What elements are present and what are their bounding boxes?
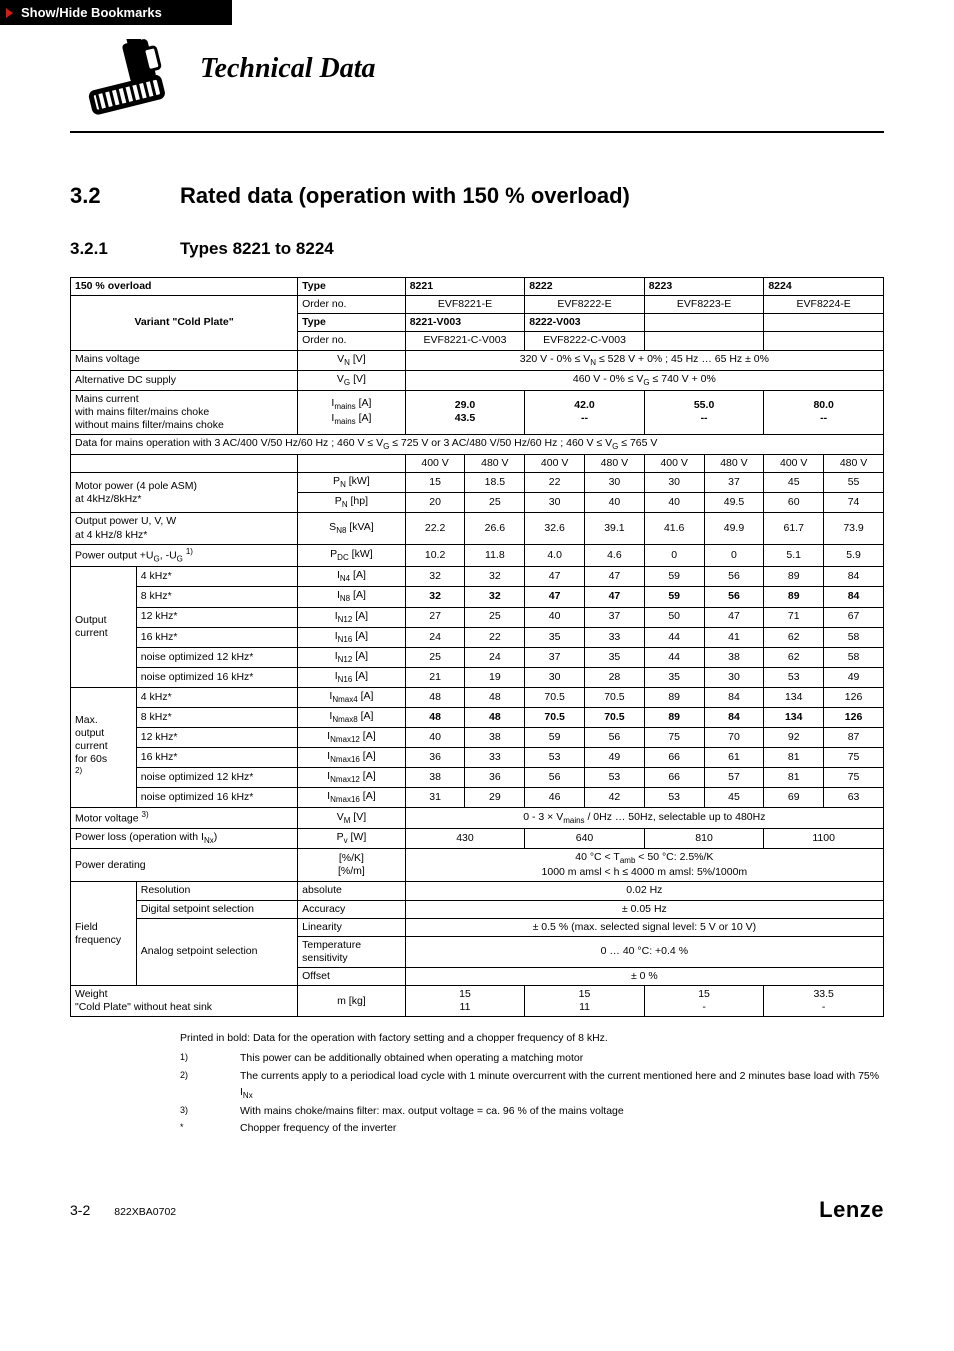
footnote: * Chopper frequency of the inverter (180, 1121, 884, 1137)
footnote-text: The currents apply to a periodical load … (240, 1069, 884, 1102)
footnote: 3) With mains choke/mains filter: max. o… (180, 1104, 884, 1120)
footnote: 1) This power can be additionally obtain… (180, 1051, 884, 1067)
bookmark-label: Show/Hide Bookmarks (21, 5, 162, 20)
page-number: 3-2 (70, 1202, 90, 1218)
subsection-heading: 3.2.1 Types 8221 to 8224 (70, 239, 884, 259)
triangle-icon (6, 8, 13, 18)
footnote-intro: Printed in bold: Data for the operation … (180, 1031, 884, 1047)
footnote-mark: 3) (180, 1104, 240, 1120)
footnote-mark: 1) (180, 1051, 240, 1067)
footnote-text: With mains choke/mains filter: max. outp… (240, 1104, 884, 1120)
document-id: 822XBA0702 (114, 1206, 176, 1218)
section-title: Rated data (operation with 150 % overloa… (180, 183, 630, 209)
section-number: 3.2 (70, 183, 180, 209)
divider (70, 131, 884, 133)
footnote-text: This power can be additionally obtained … (240, 1051, 884, 1067)
page-header: Technical Data (70, 39, 884, 125)
page-footer: 3-2 822XBA0702 Lenze (70, 1197, 884, 1223)
footnote-mark: 2) (180, 1069, 240, 1102)
subsection-title: Types 8221 to 8224 (180, 239, 334, 259)
footnote-mark: * (180, 1121, 240, 1137)
footnote-text: Chopper frequency of the inverter (240, 1121, 884, 1137)
device-icon (70, 39, 178, 125)
subsection-number: 3.2.1 (70, 239, 180, 259)
section-heading: 3.2 Rated data (operation with 150 % ove… (70, 183, 884, 209)
footnotes: Printed in bold: Data for the operation … (180, 1031, 884, 1137)
rated-data-table: 150 % overloadType8221822282238224Varian… (70, 277, 884, 1017)
bookmark-bar[interactable]: Show/Hide Bookmarks (0, 0, 232, 25)
footnote: 2) The currents apply to a periodical lo… (180, 1069, 884, 1102)
brand-logo: Lenze (819, 1197, 884, 1223)
chapter-title: Technical Data (200, 53, 884, 85)
